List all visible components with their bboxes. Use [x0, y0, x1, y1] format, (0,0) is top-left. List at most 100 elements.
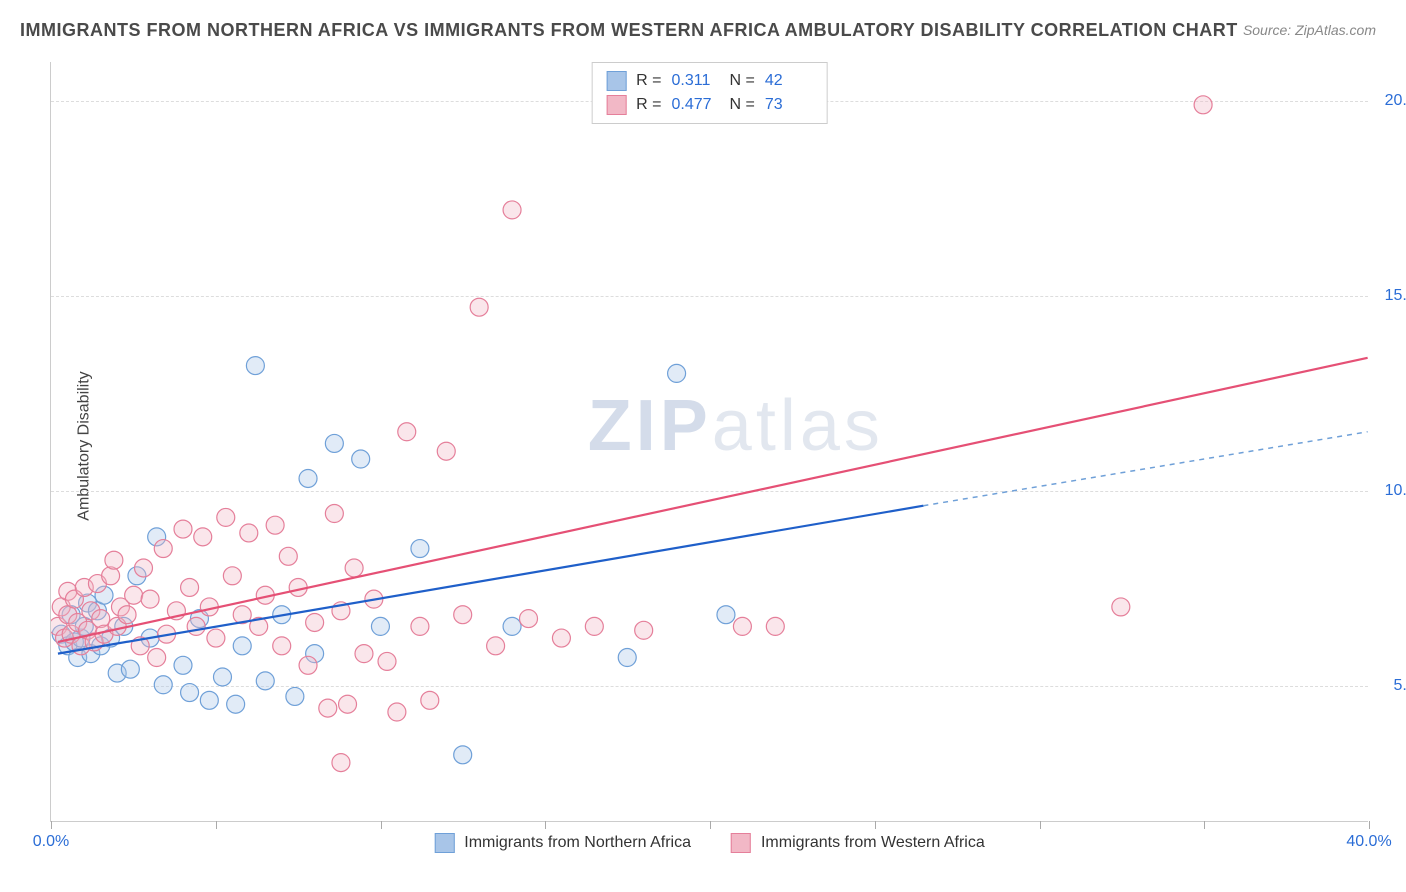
legend-swatch [606, 95, 626, 115]
scatter-point [125, 586, 143, 604]
scatter-point [352, 450, 370, 468]
chart-svg [51, 62, 1368, 821]
scatter-point [118, 606, 136, 624]
scatter-point [520, 610, 538, 628]
scatter-point [92, 610, 110, 628]
legend-label: Immigrants from Northern Africa [464, 834, 691, 852]
scatter-point [135, 559, 153, 577]
x-tick [1040, 821, 1041, 829]
scatter-point [181, 578, 199, 596]
scatter-point [174, 656, 192, 674]
legend-swatch [731, 833, 751, 853]
scatter-point [299, 469, 317, 487]
regression-line [58, 358, 1368, 642]
x-tick [545, 821, 546, 829]
scatter-point [200, 691, 218, 709]
scatter-point [585, 617, 603, 635]
scatter-point [371, 617, 389, 635]
scatter-point [233, 637, 251, 655]
x-tick-label: 0.0% [33, 833, 69, 851]
legend-item: Immigrants from Western Africa [731, 833, 985, 853]
scatter-point [141, 590, 159, 608]
scatter-point [266, 516, 284, 534]
x-tick [875, 821, 876, 829]
scatter-point [766, 617, 784, 635]
chart-container: IMMIGRANTS FROM NORTHERN AFRICA VS IMMIG… [0, 0, 1406, 892]
scatter-point [733, 617, 751, 635]
legend-label: Immigrants from Western Africa [761, 834, 985, 852]
legend-r-label: R = [636, 93, 661, 117]
scatter-point [223, 567, 241, 585]
scatter-point [345, 559, 363, 577]
y-tick-label: 20.0% [1385, 92, 1406, 110]
scatter-point [388, 703, 406, 721]
scatter-point [1194, 96, 1212, 114]
y-tick-label: 15.0% [1385, 287, 1406, 305]
scatter-point [181, 684, 199, 702]
scatter-point [194, 528, 212, 546]
scatter-point [635, 621, 653, 639]
scatter-point [487, 637, 505, 655]
chart-title: IMMIGRANTS FROM NORTHERN AFRICA VS IMMIG… [20, 20, 1238, 41]
x-tick [381, 821, 382, 829]
scatter-point [279, 547, 297, 565]
scatter-point [213, 668, 231, 686]
scatter-point [105, 551, 123, 569]
scatter-point [421, 691, 439, 709]
scatter-point [355, 645, 373, 663]
scatter-point [187, 617, 205, 635]
scatter-point [286, 687, 304, 705]
scatter-point [207, 629, 225, 647]
x-tick [1369, 821, 1370, 829]
scatter-point [325, 434, 343, 452]
x-tick-label: 40.0% [1346, 833, 1391, 851]
scatter-point [319, 699, 337, 717]
legend-swatch [434, 833, 454, 853]
scatter-point [299, 656, 317, 674]
legend-swatch [606, 71, 626, 91]
x-tick [216, 821, 217, 829]
scatter-point [217, 508, 235, 526]
scatter-point [154, 676, 172, 694]
scatter-point [339, 695, 357, 713]
scatter-point [121, 660, 139, 678]
y-tick-label: 10.0% [1385, 482, 1406, 500]
legend-n-value: 42 [765, 69, 813, 93]
scatter-point [454, 606, 472, 624]
legend-n-label: N = [730, 93, 755, 117]
legend-r-value: 0.477 [672, 93, 720, 117]
scatter-point [618, 649, 636, 667]
scatter-point [273, 637, 291, 655]
source-attribution: Source: ZipAtlas.com [1243, 22, 1376, 38]
legend-series: Immigrants from Northern Africa Immigrant… [434, 833, 985, 853]
scatter-point [454, 746, 472, 764]
scatter-point [227, 695, 245, 713]
scatter-point [256, 672, 274, 690]
legend-n-label: N = [730, 69, 755, 93]
x-tick [710, 821, 711, 829]
legend-row: R = 0.311 N = 42 [606, 69, 813, 93]
legend-item: Immigrants from Northern Africa [434, 833, 691, 853]
legend-r-value: 0.311 [672, 69, 720, 93]
plot-area: ZIPatlas R =0.311N =42R =0.477N =73 Immi… [50, 62, 1368, 822]
regression-extrapolation [923, 432, 1367, 506]
scatter-point [102, 567, 120, 585]
scatter-point [306, 614, 324, 632]
scatter-point [332, 754, 350, 772]
scatter-point [437, 442, 455, 460]
legend-r-label: R = [636, 69, 661, 93]
scatter-point [411, 540, 429, 558]
legend-n-value: 73 [765, 93, 813, 117]
scatter-point [1112, 598, 1130, 616]
scatter-point [470, 298, 488, 316]
scatter-point [174, 520, 192, 538]
scatter-point [148, 649, 166, 667]
legend-correlation: R = 0.311 N = 42 R = 0.477 N = 73 [591, 62, 828, 124]
scatter-point [668, 364, 686, 382]
scatter-point [246, 357, 264, 375]
scatter-point [552, 629, 570, 647]
scatter-point [240, 524, 258, 542]
scatter-point [154, 540, 172, 558]
legend-row: R = 0.477 N = 73 [606, 93, 813, 117]
scatter-point [378, 652, 396, 670]
